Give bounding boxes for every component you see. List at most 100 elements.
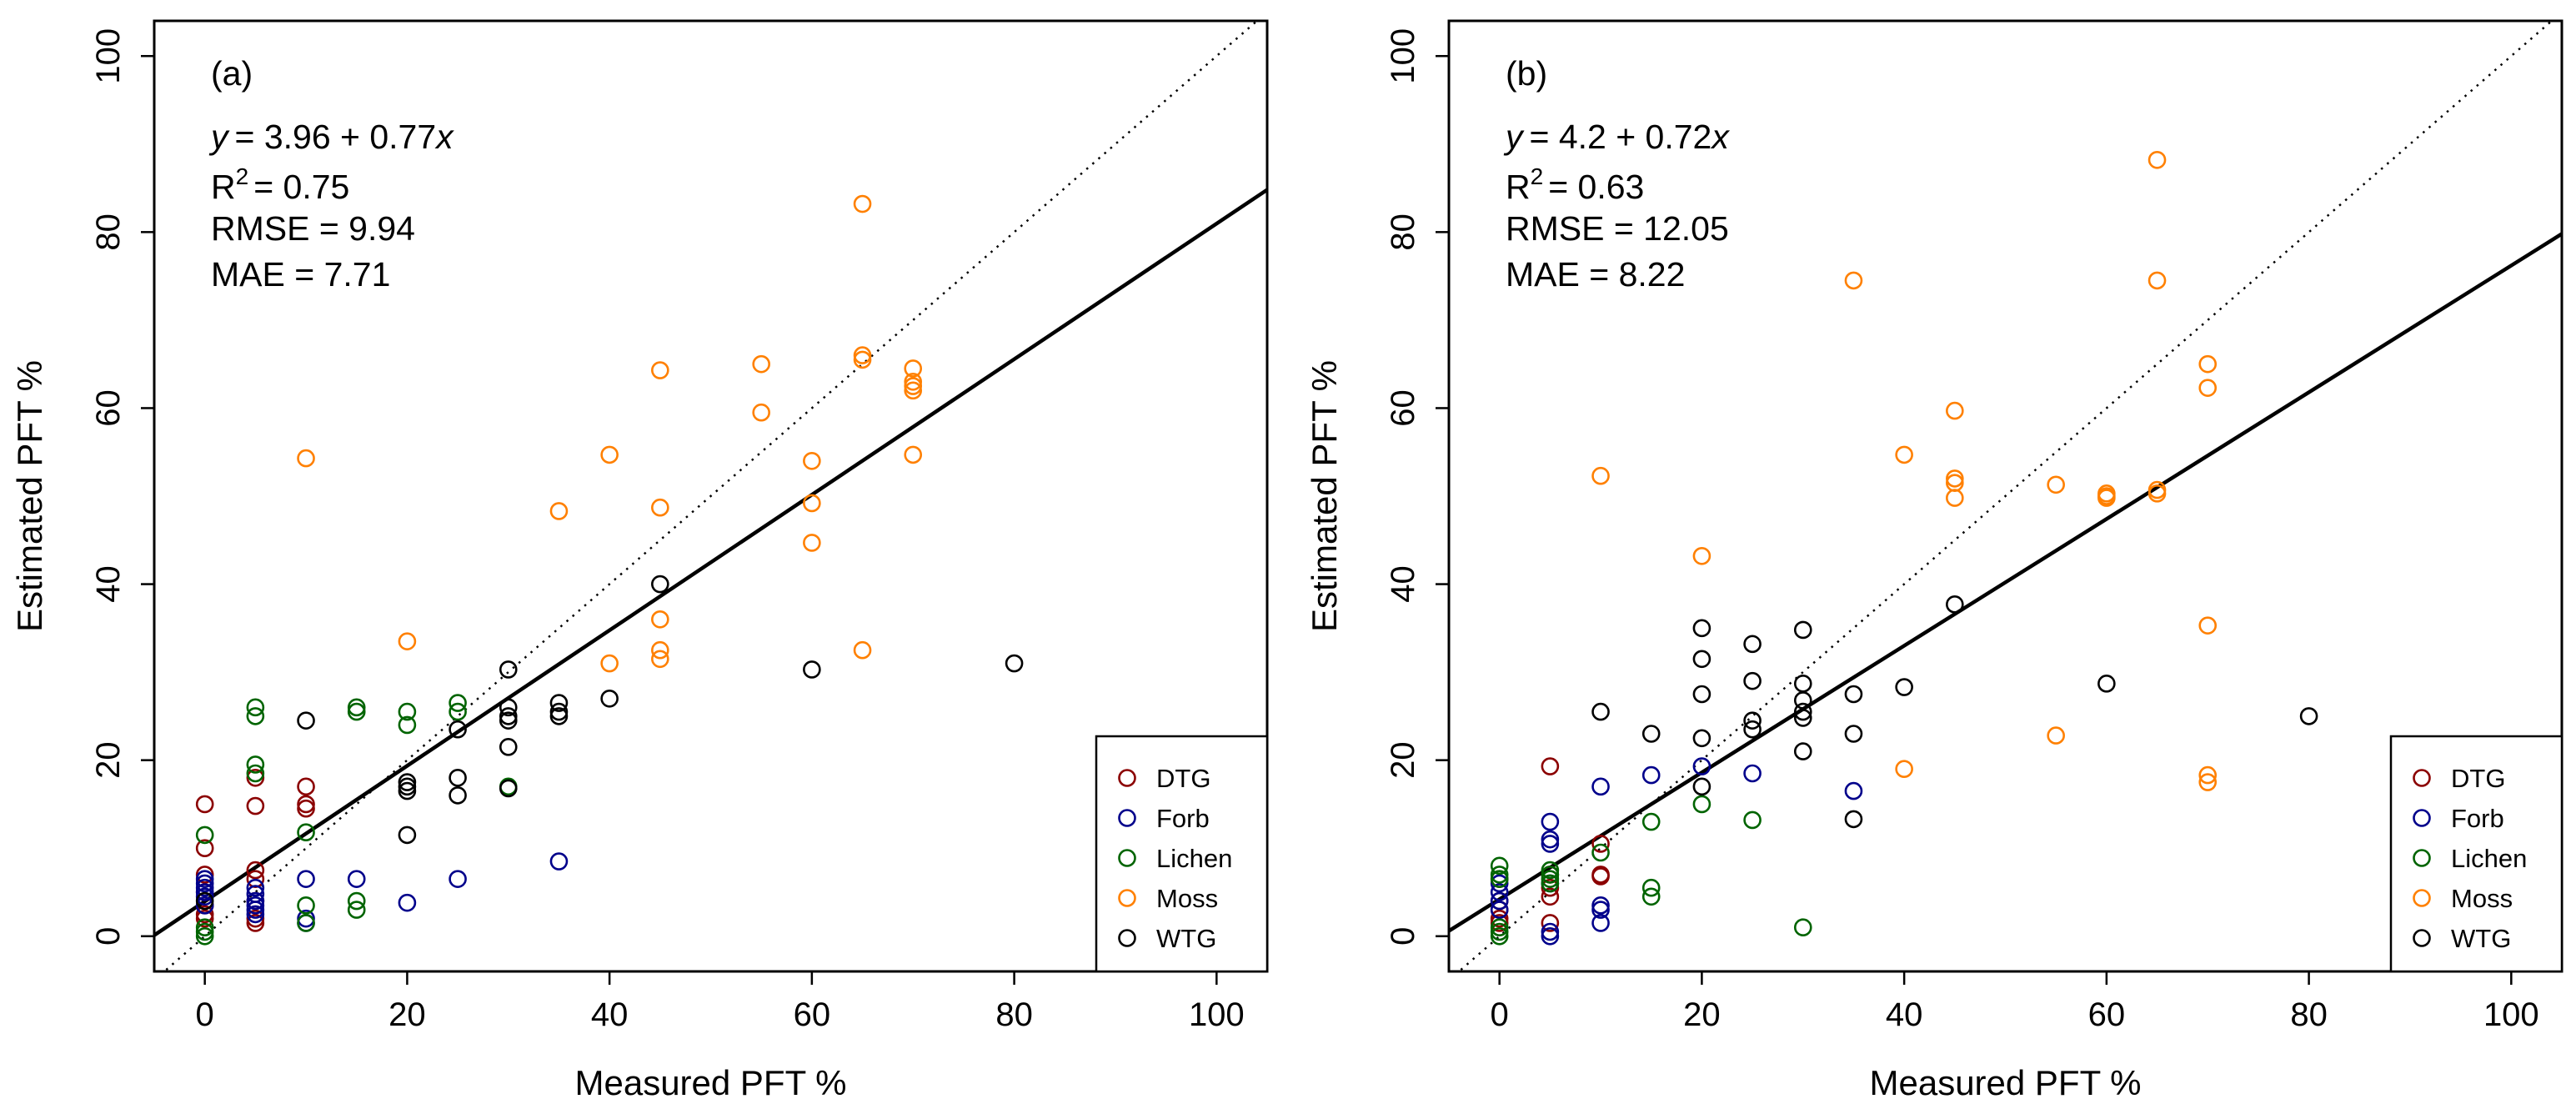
data-point-wtg bbox=[1743, 635, 1762, 654]
legend-box bbox=[2389, 735, 2563, 973]
data-point-wtg bbox=[1692, 729, 1711, 748]
data-point-forb bbox=[1692, 757, 1711, 775]
legend-label-wtg: WTG bbox=[1156, 924, 1216, 953]
legend-marker-dtg bbox=[1118, 769, 1136, 787]
data-point-dtg bbox=[195, 909, 214, 928]
data-point-lichen bbox=[1591, 843, 1610, 862]
data-point-wtg bbox=[1692, 777, 1711, 796]
legend-label-moss: Moss bbox=[2451, 884, 2513, 913]
data-point-forb bbox=[1591, 896, 1610, 915]
data-point-moss bbox=[2198, 354, 2218, 374]
legend-marker-wtg bbox=[2413, 929, 2431, 947]
panel-label: (a) bbox=[211, 54, 253, 93]
data-point-dtg bbox=[1541, 878, 1560, 897]
data-point-lichen bbox=[297, 896, 315, 915]
data-point-wtg bbox=[1743, 711, 1762, 730]
data-point-dtg bbox=[246, 768, 265, 787]
data-point-moss bbox=[600, 445, 619, 464]
y-tick-label: 40 bbox=[90, 565, 127, 603]
r-squared-value: = 0.63 bbox=[1548, 168, 1644, 206]
data-point-forb bbox=[1490, 901, 1509, 919]
equation-y: y bbox=[1503, 118, 1525, 156]
data-point-lichen bbox=[347, 702, 366, 721]
data-point-moss bbox=[600, 654, 619, 673]
data-point-wtg bbox=[1591, 702, 1610, 721]
data-point-dtg bbox=[297, 777, 315, 796]
data-point-wtg bbox=[195, 891, 214, 911]
y-tick-label: 100 bbox=[90, 28, 127, 84]
data-point-forb bbox=[347, 870, 366, 888]
data-point-lichen bbox=[1692, 795, 1711, 814]
data-point-forb bbox=[195, 887, 214, 906]
legend-marker-dtg bbox=[2413, 769, 2431, 787]
data-point-forb bbox=[195, 896, 214, 915]
data-point-wtg bbox=[499, 707, 518, 725]
legend-label-dtg: DTG bbox=[2451, 764, 2505, 793]
data-point-wtg bbox=[1743, 720, 1762, 739]
data-point-wtg bbox=[1793, 742, 1812, 760]
x-tick-label: 20 bbox=[1683, 996, 1721, 1033]
y-tick-label: 0 bbox=[90, 927, 127, 946]
data-point-wtg bbox=[651, 575, 669, 594]
data-point-lichen bbox=[1541, 861, 1560, 880]
data-point-dtg bbox=[1591, 835, 1610, 853]
data-point-wtg bbox=[499, 779, 518, 798]
r-squared: R2 = 0.63 bbox=[1506, 163, 1644, 206]
legend-label-wtg: WTG bbox=[2451, 924, 2511, 953]
data-point-moss bbox=[752, 354, 770, 374]
legend-marker-wtg bbox=[1118, 929, 1136, 947]
legend: DTG Forb Lichen Moss WTG bbox=[1095, 735, 1269, 973]
data-point-moss bbox=[2047, 726, 2065, 745]
data-point-moss bbox=[904, 381, 923, 400]
data-point-dtg bbox=[1541, 914, 1560, 932]
identity-line bbox=[163, 21, 1259, 971]
data-point-forb bbox=[1541, 835, 1560, 853]
data-point-moss bbox=[2148, 271, 2167, 290]
data-point-forb bbox=[1591, 777, 1610, 796]
data-point-forb bbox=[1541, 830, 1560, 849]
legend-label-forb: Forb bbox=[1156, 804, 1210, 833]
data-point-forb bbox=[1844, 781, 1863, 800]
data-point-wtg bbox=[2097, 675, 2116, 693]
y-axis-title: Estimated PFT % bbox=[1305, 360, 1344, 632]
data-point-lichen bbox=[1641, 887, 1661, 906]
legend-marker-moss bbox=[2413, 889, 2431, 907]
x-tick-label: 60 bbox=[2088, 996, 2126, 1033]
r-squared: R2 = 0.75 bbox=[211, 163, 349, 206]
data-point-moss bbox=[904, 372, 923, 391]
plot-frame bbox=[1447, 19, 2563, 973]
regression-equation: y = 3.96 + 0.77x bbox=[208, 118, 454, 156]
data-point-moss bbox=[1895, 760, 1913, 779]
data-point-wtg bbox=[1743, 671, 1762, 690]
series-wtg bbox=[1591, 595, 2318, 829]
data-point-forb bbox=[246, 896, 265, 915]
data-point-dtg bbox=[297, 799, 315, 818]
data-point-dtg bbox=[1541, 887, 1560, 906]
data-point-wtg bbox=[549, 702, 569, 721]
data-point-moss bbox=[2097, 489, 2116, 507]
y-tick-label: 20 bbox=[1385, 741, 1421, 779]
r-squared-superscript: 2 bbox=[236, 163, 249, 189]
data-point-wtg bbox=[499, 698, 518, 717]
data-point-dtg bbox=[297, 795, 315, 814]
data-point-lichen bbox=[246, 698, 265, 717]
data-point-moss bbox=[853, 640, 872, 660]
data-point-lichen bbox=[1490, 866, 1509, 884]
x-axis-title: Measured PFT % bbox=[574, 1063, 846, 1102]
series-moss bbox=[297, 194, 923, 673]
y-tick-label: 80 bbox=[90, 213, 127, 251]
data-point-wtg bbox=[398, 781, 417, 800]
x-tick-label: 20 bbox=[388, 996, 426, 1033]
data-point-lichen bbox=[297, 914, 315, 932]
data-point-wtg bbox=[1692, 685, 1711, 704]
data-point-dtg bbox=[246, 914, 265, 932]
data-point-lichen bbox=[297, 823, 315, 842]
data-point-forb bbox=[1591, 914, 1610, 932]
data-point-lichen bbox=[246, 707, 265, 725]
data-point-moss bbox=[1946, 469, 1964, 488]
r-squared-r: R bbox=[211, 168, 236, 206]
y-tick-label: 60 bbox=[90, 389, 127, 427]
data-point-wtg bbox=[549, 694, 569, 712]
data-point-moss bbox=[904, 445, 923, 464]
